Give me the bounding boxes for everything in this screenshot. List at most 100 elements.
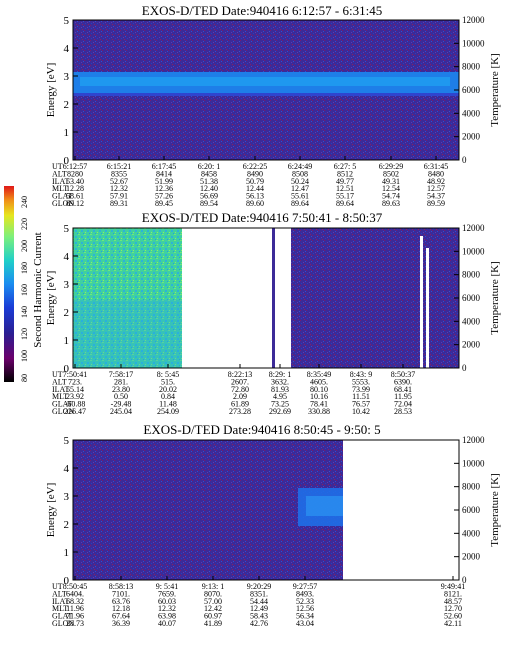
table-cell: 515. <box>161 377 175 386</box>
table-cell: 51.99 <box>155 177 173 186</box>
table-row-label: ILAT <box>52 385 69 394</box>
table-cell: 8:43: 9 <box>350 370 372 379</box>
ytick-label: 0 <box>64 575 70 587</box>
table-cell: 48.92 <box>427 177 445 186</box>
table-cell: 52.60 <box>444 612 462 621</box>
table-cell: 56.13 <box>246 192 264 201</box>
table-cell: 7101. <box>112 589 130 598</box>
colorbar-tick: 180 <box>20 262 29 274</box>
table-cell: 8:35:49 <box>307 370 331 379</box>
ytick-label: 1 <box>64 547 70 559</box>
table-cell: 4605. <box>310 377 328 386</box>
table-cell: 8:50:45 <box>63 582 87 591</box>
colorbar-tick: 240 <box>20 196 29 208</box>
panel-3-ylabel: Energy [eV] <box>45 483 57 537</box>
y2tick-label: 8000 <box>462 270 481 280</box>
table-cell: 41.89 <box>204 619 222 628</box>
y2tick-label: 2000 <box>462 340 481 350</box>
panel-1-yticks: 0 1 2 3 4 5 <box>64 15 78 167</box>
table-cell: 8280 <box>67 169 83 178</box>
colorbar-tick: 80 <box>20 374 29 382</box>
table-cell: 330.88 <box>308 407 330 416</box>
table-cell: 8: 5:45 <box>157 370 179 379</box>
table-cell: 52.67 <box>110 177 128 186</box>
table-cell: 8:50:37 <box>391 370 415 379</box>
table-cell: 50.24 <box>291 177 309 186</box>
table-cell: 63.98 <box>158 612 176 621</box>
table-cell: 3632. <box>271 377 289 386</box>
colorbar-label: Second Harmonic Current <box>32 232 44 347</box>
table-cell: 49.31 <box>382 177 400 186</box>
table-cell: 12.44 <box>246 184 264 193</box>
panel-2-y2label: Temperature [K] <box>489 261 501 334</box>
table-row-label: UT <box>52 162 63 171</box>
y2tick-label: 0 <box>462 363 467 373</box>
table-cell: 89.64 <box>291 199 309 208</box>
table-cell: 68.32 <box>66 597 84 606</box>
table-cell: 67.64 <box>112 612 130 621</box>
table-cell: 7659. <box>158 589 176 598</box>
table-row-label: UT <box>52 370 63 379</box>
table-cell: 71.96 <box>66 612 84 621</box>
ytick-label: 0 <box>64 155 70 167</box>
table-cell: 53.40 <box>66 177 84 186</box>
table-cell: 6:27: 5 <box>334 162 356 171</box>
y2tick-label: 6000 <box>462 505 481 515</box>
panel-2-plot <box>72 227 460 369</box>
table-cell: 8508 <box>292 169 308 178</box>
table-row-label: MLT <box>52 604 68 613</box>
table-cell: 28.53 <box>394 407 412 416</box>
table-cell: 89.63 <box>382 199 400 208</box>
y2tick-label: 8000 <box>462 482 481 492</box>
table-cell: 6:24:49 <box>288 162 312 171</box>
table-cell: 0.50 <box>114 392 128 401</box>
colorbar-tick: 160 <box>20 284 29 296</box>
panel-2-title: EXOS-D/TED Date:940416 7:50:41 - 8:50:37 <box>142 210 383 225</box>
table-cell: 12.70 <box>444 604 462 613</box>
table-cell: 6:22:25 <box>243 162 267 171</box>
y2tick-label: 8000 <box>462 62 481 72</box>
panel-1-ylabel: Energy [eV] <box>45 63 57 117</box>
ytick-label: 4 <box>64 43 70 55</box>
table-cell: 43.04 <box>296 619 314 628</box>
y2tick-label: 2000 <box>462 552 481 562</box>
table-cell: 28.73 <box>66 619 84 628</box>
table-cell: -29.48 <box>111 400 132 409</box>
ytick-label: 4 <box>64 463 70 475</box>
colorbar-ticks: 240 220 200 180 160 140 120 100 80 <box>20 196 29 382</box>
ytick-label: 1 <box>64 335 70 347</box>
table-cell: 89.54 <box>200 199 218 208</box>
table-cell: 61.89 <box>231 400 249 409</box>
table-cell: 20.02 <box>159 385 177 394</box>
table-cell: 72.80 <box>231 385 249 394</box>
colorbar-tick: 200 <box>20 240 29 252</box>
table-cell: 55.61 <box>291 192 309 201</box>
table-cell: 12.47 <box>291 184 309 193</box>
table-cell: 54.74 <box>382 192 400 201</box>
panel-3-plot <box>72 439 460 581</box>
table-cell: 54.37 <box>427 192 445 201</box>
y2tick-label: 12000 <box>462 15 485 25</box>
table-cell: 254.09 <box>157 407 179 416</box>
table-cell: 12.51 <box>336 184 354 193</box>
table-cell: 4.95 <box>273 392 287 401</box>
table-cell: 12.32 <box>110 184 128 193</box>
table-cell: 8070. <box>204 589 222 598</box>
y2tick-label: 6000 <box>462 85 481 95</box>
table-cell: 49.77 <box>336 177 354 186</box>
table-cell: 226.47 <box>64 407 86 416</box>
table-row-label: ALT <box>52 377 67 386</box>
table-cell: 54.44 <box>250 597 268 606</box>
ytick-label: 2 <box>64 519 70 531</box>
table-cell: 40.07 <box>158 619 176 628</box>
y2tick-label: 4000 <box>462 528 481 538</box>
y2tick-label: 12000 <box>462 223 485 233</box>
table-row-label: ALT <box>52 169 67 178</box>
table-cell: 6:17:45 <box>152 162 176 171</box>
table-cell: 7:50:41 <box>63 370 87 379</box>
table-cell: 245.04 <box>110 407 132 416</box>
table-cell: 52.33 <box>296 597 314 606</box>
table-cell: 2.09 <box>233 392 247 401</box>
